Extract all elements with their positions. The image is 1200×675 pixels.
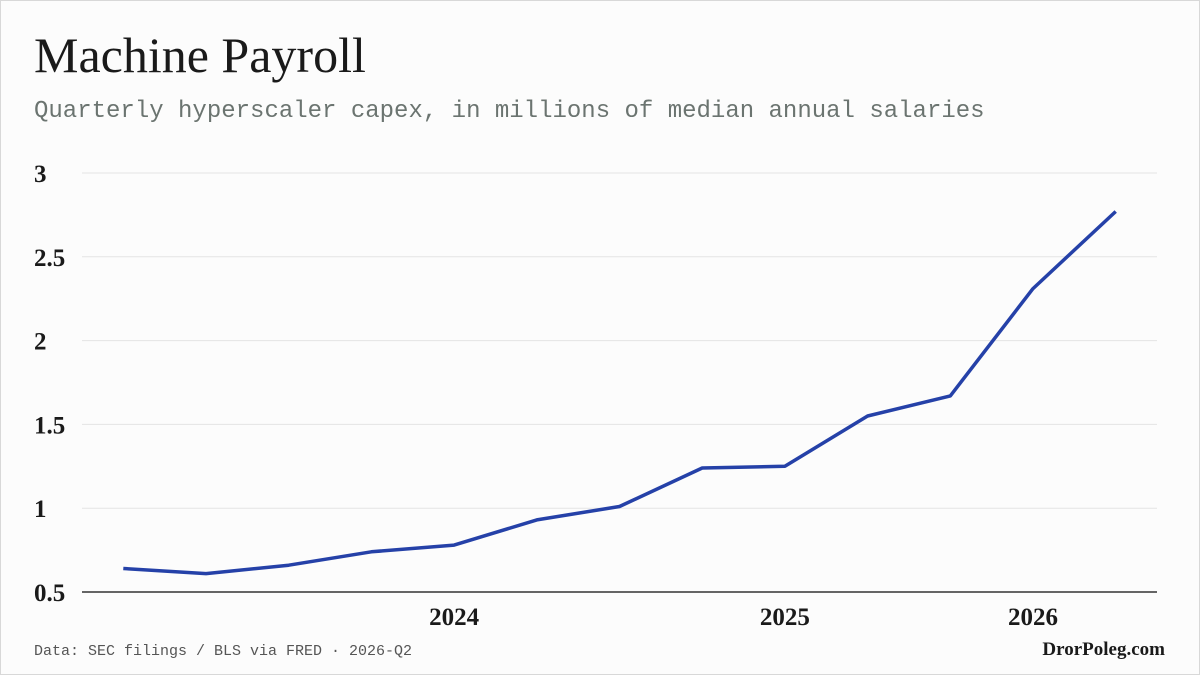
y-tick-label: 1 [34,496,47,523]
y-tick-label: 0.5 [34,580,65,607]
chart-subtitle: Quarterly hyperscaler capex, in millions… [34,98,985,125]
x-tick-label: 2024 [429,604,480,631]
x-tick-label: 2025 [760,604,810,631]
y-tick-label: 3 [34,161,47,188]
credit: DrorPoleg.com [1042,639,1165,660]
y-tick-label: 2 [34,329,47,356]
y-tick-label: 1.5 [34,412,65,439]
data-line [123,210,1117,576]
y-tick-label: 2.5 [34,245,65,272]
x-tick-label: 2026 [1008,604,1058,631]
chart-title: Machine Payroll [34,27,366,83]
source-note: Data: SEC filings / BLS via FRED · 2026-… [34,643,412,660]
